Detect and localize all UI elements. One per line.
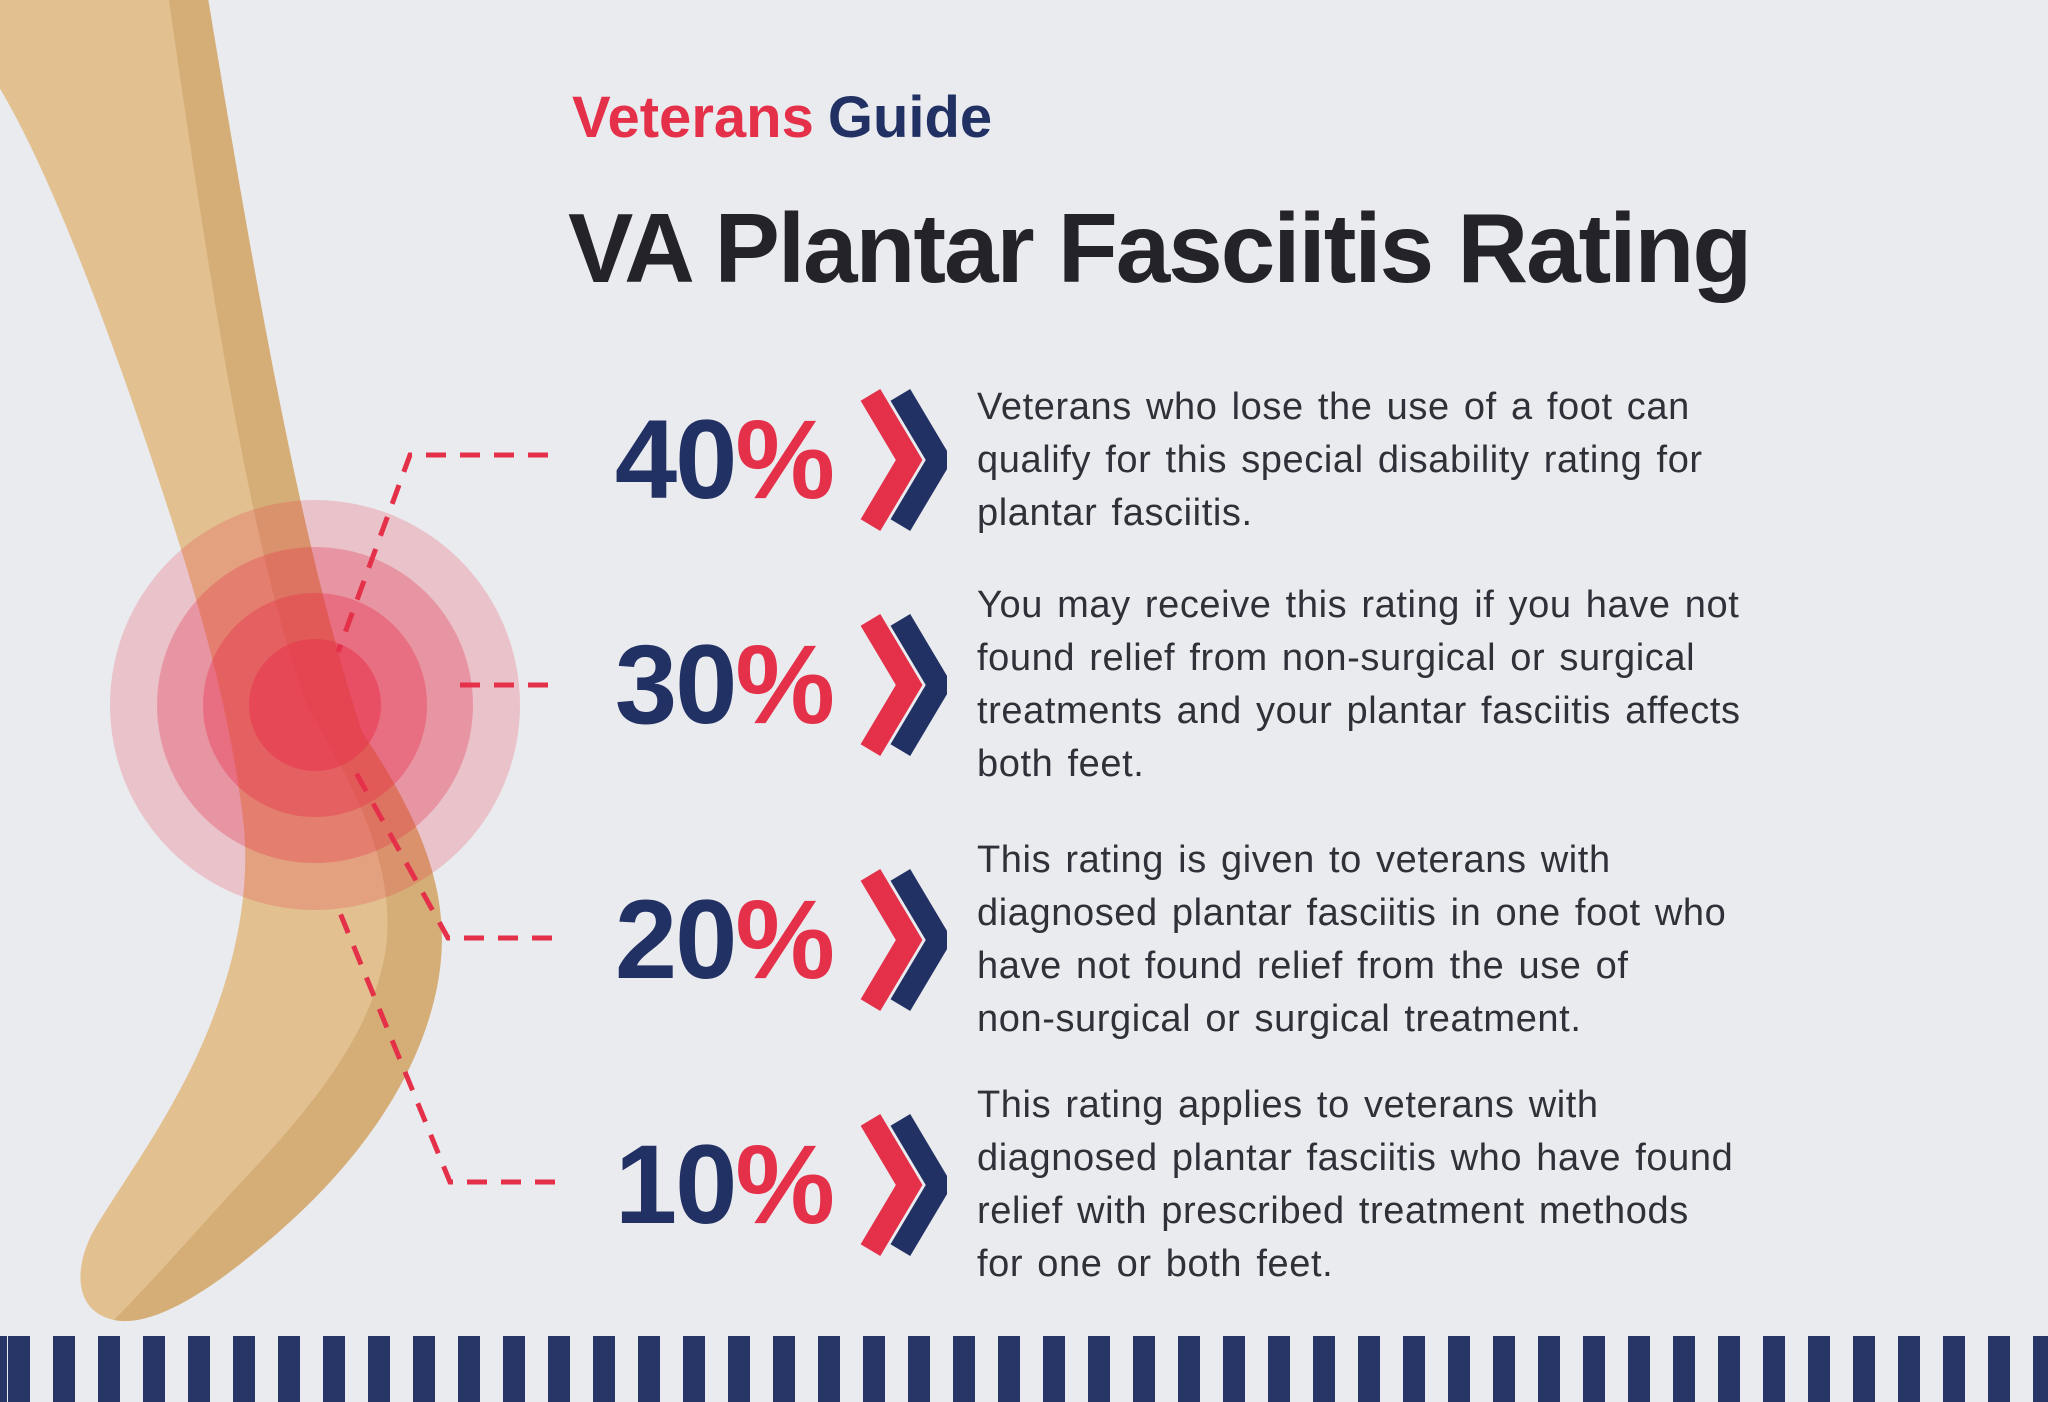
page-title: VA Plantar Fasciitis Rating: [568, 193, 1752, 303]
leg-foot-illustration: [0, 0, 555, 1322]
double-chevron-icon: [860, 614, 947, 756]
rating-value: 30%: [440, 629, 835, 741]
percent-sign: %: [735, 1122, 835, 1247]
callout-line-20: [347, 760, 552, 941]
rating-number: 10: [614, 1122, 738, 1247]
rating-number: 30: [614, 622, 738, 747]
rating-description: You may receive this rating if you have …: [977, 584, 1741, 785]
rating-description: This rating is given to veterans with di…: [977, 839, 1727, 1040]
percent-sign: %: [735, 622, 835, 747]
brand-secondary: Guide: [827, 85, 993, 150]
rating-row-10: 10% This rating applies to veterans with…: [440, 1075, 2020, 1295]
brand-primary: Veterans: [572, 85, 814, 150]
rating-row-30: 30% You may receive this rating if you h…: [440, 575, 2020, 795]
rating-value: 10%: [440, 1129, 835, 1241]
rating-value: 20%: [440, 884, 835, 996]
rating-row-20: 20% This rating is given to veterans wit…: [440, 830, 2020, 1050]
double-chevron-icon: [860, 869, 947, 1011]
callout-line-10: [335, 907, 555, 1185]
percent-sign: %: [735, 877, 835, 1002]
callout-line-40: [335, 452, 548, 653]
rating-value: 40%: [440, 404, 835, 516]
leg-foot-shape: [0, 0, 442, 1322]
rating-number: 20: [614, 877, 738, 1002]
rating-number: 40: [614, 397, 738, 522]
brand-logo: Veterans Guide: [572, 84, 992, 151]
pain-indicator-icon: [110, 500, 520, 910]
rating-description: Veterans who lose the use of a foot can …: [977, 385, 1703, 534]
double-chevron-icon: [860, 389, 947, 531]
rating-description: This rating applies to veterans with dia…: [977, 1084, 1734, 1285]
stripe-border: [0, 1336, 2048, 1402]
double-chevron-icon: [860, 1114, 947, 1256]
percent-sign: %: [735, 397, 835, 522]
callout-lines: [335, 452, 555, 1185]
rating-row-40: 40% Veterans who lose the use of a foot …: [440, 350, 2020, 570]
